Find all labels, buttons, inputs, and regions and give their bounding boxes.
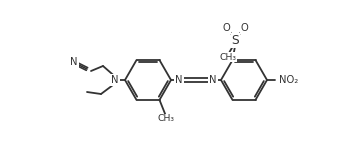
Text: S: S — [232, 34, 239, 47]
Text: CH₃: CH₃ — [219, 53, 236, 62]
Text: NO₂: NO₂ — [279, 75, 299, 85]
Text: N: N — [70, 57, 78, 67]
Text: N: N — [175, 75, 183, 85]
Text: O: O — [241, 23, 248, 33]
Text: N: N — [111, 75, 119, 85]
Text: CH₃: CH₃ — [157, 114, 174, 123]
Text: N: N — [209, 75, 217, 85]
Text: O: O — [223, 23, 231, 33]
